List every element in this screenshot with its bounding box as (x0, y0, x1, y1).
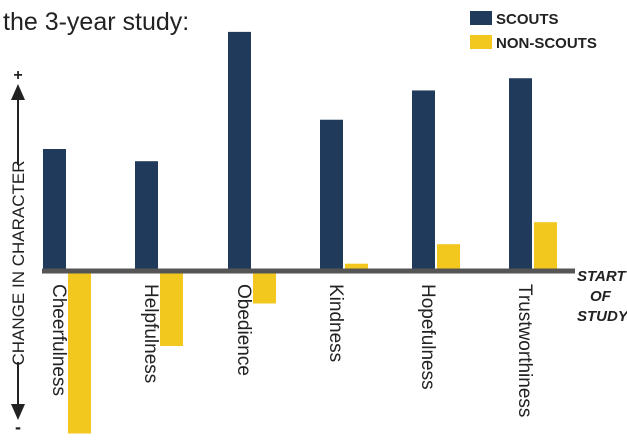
legend-swatch (470, 11, 492, 25)
bar-scouts-kindness (320, 119, 343, 271)
baseline-label: START OF STUDY (577, 268, 627, 325)
bar-non-scouts-kindness (345, 263, 368, 271)
bar-non-scouts-hopefulness (437, 244, 460, 271)
baseline-label-line: START (577, 268, 627, 285)
category-label: Cheerfulness (48, 284, 69, 396)
legend: SCOUTS NON-SCOUTS (470, 11, 597, 52)
y-axis-minus-label: - (15, 417, 21, 437)
legend-label: SCOUTS (496, 11, 559, 28)
bar-scouts-cheerfulness (43, 149, 66, 271)
down-arrow-icon (11, 404, 25, 420)
bar-scouts-hopefulness (412, 90, 435, 271)
category-label: Trustworthiness (514, 284, 535, 417)
chart-title: the 3-year study: (3, 8, 189, 36)
y-axis-plus-label: + (13, 67, 22, 84)
legend-swatch (470, 35, 492, 49)
y-axis: + - CHANGE IN CHARACTER (9, 67, 28, 437)
category-label: Kindness (325, 284, 346, 362)
category-label: Helpfulness (140, 284, 161, 383)
legend-label: NON-SCOUTS (496, 35, 597, 52)
bar-non-scouts-helpfulness (160, 271, 183, 346)
baseline-label-line: STUDY (577, 308, 627, 325)
category-label: Obedience (233, 284, 254, 376)
baseline-label-line: OF (590, 288, 612, 305)
category-labels: Cheerfulness Helpfulness Obedience Kindness… (48, 284, 535, 417)
bar-non-scouts-cheerfulness (68, 271, 91, 434)
y-axis-label: CHANGE IN CHARACTER (9, 161, 28, 366)
bar-scouts-helpfulness (135, 161, 158, 271)
bar-scouts-trustworthiness (509, 78, 532, 272)
bar-scouts-obedience (228, 31, 251, 271)
bar-non-scouts-trustworthiness (534, 222, 557, 271)
up-arrow-icon (11, 84, 25, 100)
category-label: Hopefulness (417, 284, 438, 390)
bar-non-scouts-obedience (253, 271, 276, 304)
bars (43, 31, 557, 434)
